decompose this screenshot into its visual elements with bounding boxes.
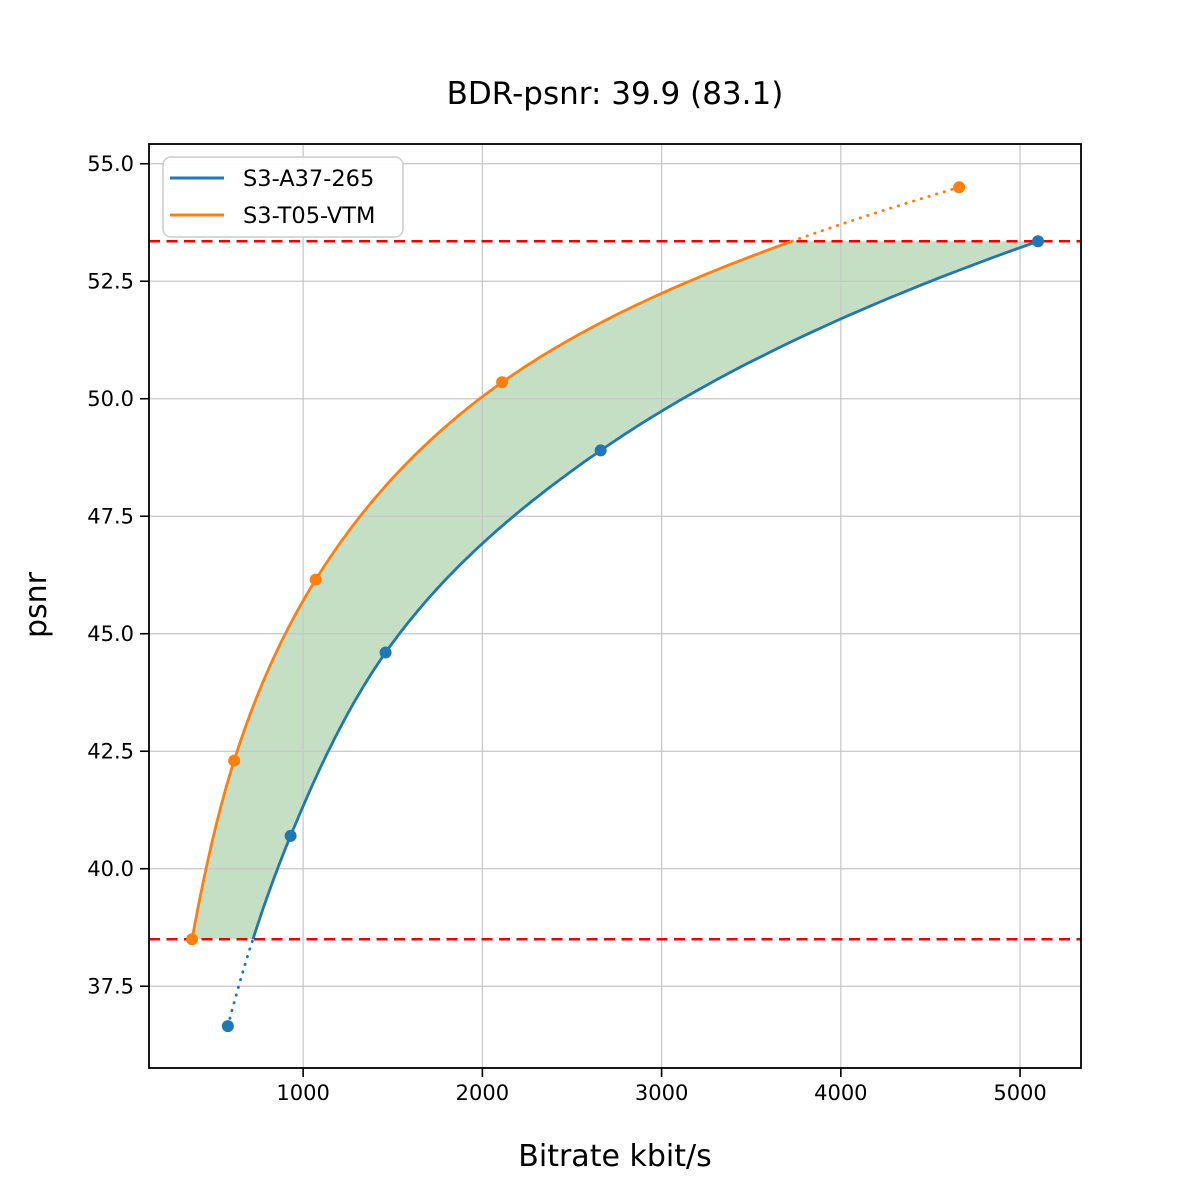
- x-tick-label-5000: 5000: [993, 1081, 1046, 1105]
- marker-s3-a37-265: [379, 646, 392, 659]
- marker-s3-a37-265: [594, 444, 607, 457]
- marker-s3-t05-vtm: [309, 573, 322, 586]
- y-tick-label-55: 55.0: [87, 152, 134, 176]
- bd-overlap-fill: [192, 241, 1038, 940]
- marker-s3-a37-265: [1031, 235, 1044, 248]
- x-axis-label: Bitrate kbit/s: [518, 1139, 711, 1174]
- marker-s3-a37-265: [221, 1020, 234, 1033]
- ticks-layer: 1000 2000 3000 4000 5000 37.5 40.0 42.5 45.0 47.5…: [87, 152, 1047, 1105]
- legend-label-s3-a37-265: S3-A37-265: [243, 166, 374, 192]
- chart-title: BDR-psnr: 39.9 (83.1): [447, 76, 784, 112]
- x-tick-label-4000: 4000: [814, 1081, 867, 1105]
- curve-s3-a37-265-dotted: [226, 937, 255, 1028]
- x-tick-label-2000: 2000: [456, 1081, 509, 1105]
- reference-lines-layer: [149, 240, 1081, 941]
- curve-s3-t05-vtm-dotted: [790, 185, 961, 243]
- y-tick-label-50: 50.0: [87, 387, 134, 411]
- y-axis-label: psnr: [19, 571, 54, 638]
- fill-between-layer: [192, 241, 1038, 940]
- curve-s3-a37-265-solid: [251, 239, 1039, 940]
- x-tick-label-3000: 3000: [635, 1081, 688, 1105]
- y-tick-label-40: 40.0: [87, 857, 134, 881]
- markers-layer: [186, 181, 1044, 1033]
- y-tick-label-42.5: 42.5: [87, 740, 134, 764]
- y-tick-label-47.5: 47.5: [87, 505, 134, 529]
- marker-s3-t05-vtm: [228, 754, 241, 767]
- y-tick-label-45: 45.0: [87, 622, 134, 646]
- y-tick-label-37.5: 37.5: [87, 975, 134, 999]
- marker-s3-t05-vtm: [953, 181, 966, 194]
- plot-frame: [148, 143, 1082, 1069]
- gridlines-layer: [149, 144, 1081, 1068]
- legend-label-s3-t05-vtm: S3-T05-VTM: [243, 203, 375, 229]
- marker-s3-t05-vtm: [496, 376, 509, 389]
- marker-s3-a37-265: [284, 829, 297, 842]
- y-tick-label-52.5: 52.5: [87, 270, 134, 294]
- curves-layer: [190, 185, 1039, 1028]
- marker-s3-t05-vtm: [186, 933, 199, 946]
- legend: S3-A37-265 S3-T05-VTM: [162, 156, 404, 238]
- curve-s3-t05-vtm-solid: [190, 239, 793, 940]
- x-tick-label-1000: 1000: [276, 1081, 329, 1105]
